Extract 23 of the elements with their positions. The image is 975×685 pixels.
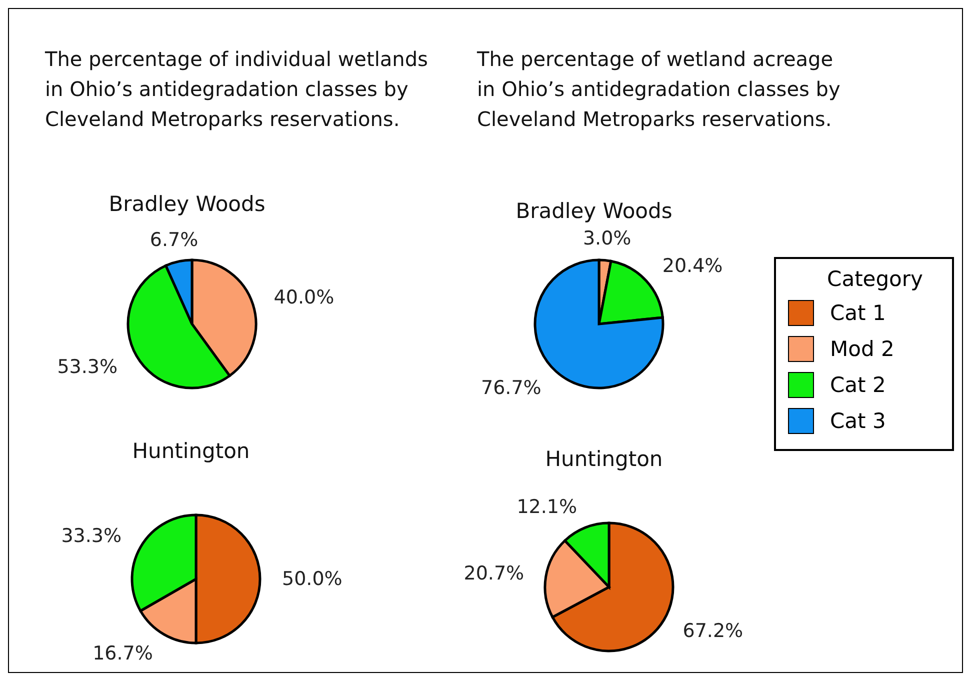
legend-label: Mod 2 <box>830 337 894 361</box>
data-label: 3.0% <box>582 227 632 250</box>
data-label: 33.3% <box>61 524 122 547</box>
chart-subtitle: Bradley Woods <box>514 199 674 223</box>
chart-title: Huntington <box>131 439 251 463</box>
legend-label: Cat 2 <box>830 373 886 397</box>
data-label: 20.4% <box>662 254 723 277</box>
chart-title: Huntington <box>544 447 664 471</box>
data-label: 12.1% <box>516 496 578 518</box>
chart-subtitle: Bradley Woods <box>108 192 266 216</box>
data-label: 16.7% <box>92 642 153 664</box>
data-label: 76.7% <box>481 376 542 399</box>
data-label: 40.0% <box>274 286 334 308</box>
data-label: 6.7% <box>150 228 198 251</box>
legend-title: Category <box>826 267 924 291</box>
data-label: 67.2% <box>682 620 744 642</box>
legend-label: Cat 1 <box>830 301 886 325</box>
data-label: 53.3% <box>57 356 118 378</box>
chart-title: The percentage of individual wetlands in Ohio’s antidegradation classes by Cleveland Metroparks reservations. <box>45 46 429 133</box>
chart-title: The percentage of wetland acreage in Ohio’s antidegradation classes by Cleveland Metroparks reservations. <box>477 46 842 133</box>
data-label: 20.7% <box>464 562 524 584</box>
data-label: 50.0% <box>282 568 342 590</box>
legend-label: Cat 3 <box>830 409 886 433</box>
